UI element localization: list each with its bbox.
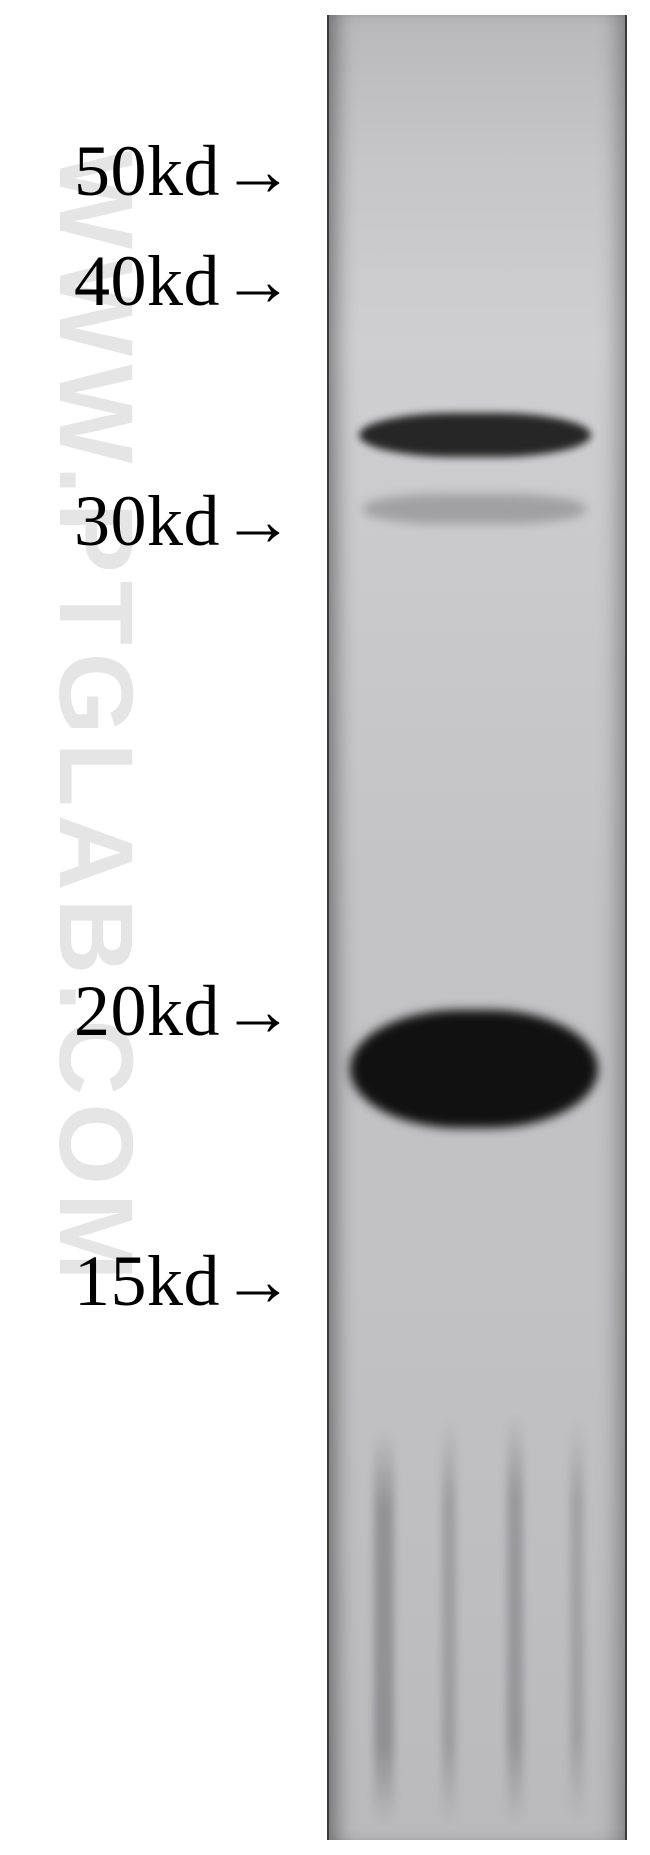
streak-mid2	[507, 1415, 523, 1825]
marker-50kd: 50kd→	[74, 135, 294, 207]
marker-30kd: 30kd→	[74, 485, 294, 557]
arrow-icon: →	[222, 1245, 294, 1317]
marker-label: 40kd	[74, 245, 220, 317]
streak-right	[570, 1420, 584, 1820]
marker-label: 50kd	[74, 135, 220, 207]
arrow-icon: →	[222, 245, 294, 317]
arrow-icon: →	[222, 485, 294, 557]
arrow-icon: →	[222, 975, 294, 1047]
blot-lane	[327, 15, 627, 1840]
band-19kd-main	[350, 1010, 598, 1128]
marker-15kd: 15kd→	[74, 1245, 294, 1317]
marker-label: 30kd	[74, 485, 220, 557]
figure-canvas: 50kd→40kd→30kd→20kd→15kd→ WWW.PTGLAB.COM	[0, 0, 650, 1855]
band-30kd-faint	[362, 494, 587, 524]
streak-mid1	[442, 1420, 456, 1825]
marker-label: 20kd	[74, 975, 220, 1047]
marker-20kd: 20kd→	[74, 975, 294, 1047]
streak-left	[374, 1430, 394, 1825]
marker-40kd: 40kd→	[74, 245, 294, 317]
arrow-icon: →	[222, 135, 294, 207]
band-32kd	[359, 413, 591, 457]
marker-label: 15kd	[74, 1245, 220, 1317]
